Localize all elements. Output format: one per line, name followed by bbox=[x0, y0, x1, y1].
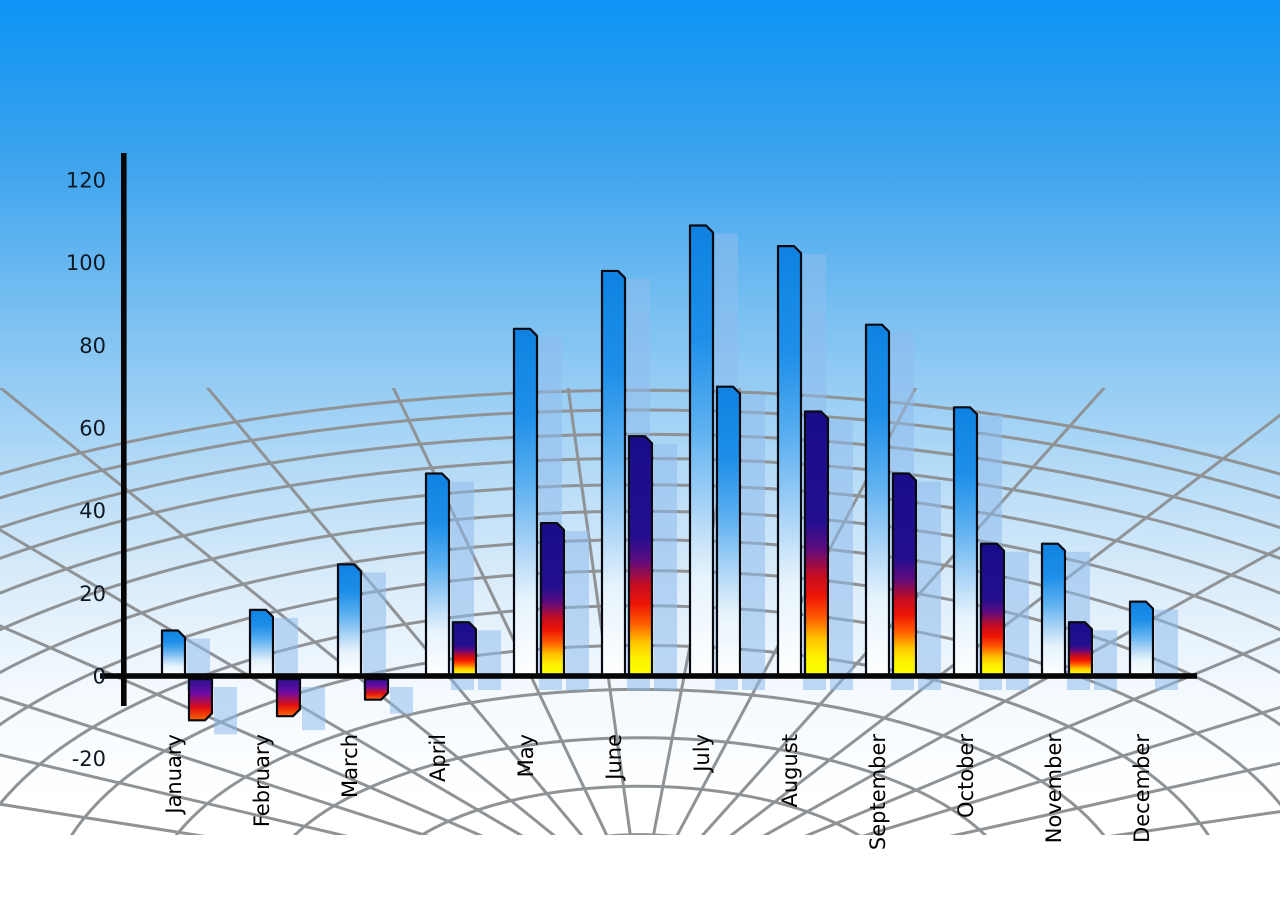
bar-september-series1 bbox=[864, 323, 891, 678]
grid-spoke bbox=[768, 783, 1280, 895]
bar-february-series2 bbox=[275, 677, 302, 718]
x-axis-label-june: June bbox=[602, 734, 626, 782]
grid-spoke bbox=[762, 546, 1280, 835]
bar-august-series1 bbox=[776, 245, 803, 678]
x-axis-label-april: April bbox=[426, 734, 450, 782]
x-axis-label-december: December bbox=[1130, 734, 1154, 843]
y-tick-label: 20 bbox=[79, 582, 106, 606]
y-tick-label: 40 bbox=[79, 499, 106, 523]
bar-august-series2 bbox=[803, 410, 830, 678]
bar-july-series2 bbox=[715, 385, 742, 678]
y-tick-label: 120 bbox=[66, 169, 106, 193]
grid-spoke bbox=[0, 868, 510, 902]
bar-shadow bbox=[1155, 609, 1178, 690]
grid-curve bbox=[292, 736, 988, 835]
grid-spoke bbox=[0, 528, 524, 835]
x-axis-label-september: September bbox=[866, 734, 890, 850]
bar-shadow bbox=[654, 444, 677, 690]
grid-spoke bbox=[861, 705, 1280, 835]
bar-october-series1 bbox=[952, 406, 979, 678]
y-axis-line bbox=[121, 153, 127, 706]
grid-spoke bbox=[566, 388, 632, 835]
y-tick-label: 100 bbox=[66, 251, 106, 275]
grid-curve bbox=[174, 687, 1106, 835]
bar-march-series2 bbox=[363, 677, 390, 701]
y-tick-label: 80 bbox=[79, 334, 106, 358]
bar-shadow bbox=[830, 419, 853, 690]
bar-april-series1 bbox=[424, 472, 451, 678]
bar-june-series1 bbox=[600, 269, 627, 678]
bar-january-series1 bbox=[160, 629, 187, 678]
x-axis-label-february: February bbox=[250, 734, 274, 827]
grid-curve bbox=[418, 784, 862, 835]
bar-july-series1 bbox=[688, 224, 715, 678]
x-axis-label-october: October bbox=[954, 734, 978, 818]
bar-may-series2 bbox=[539, 521, 566, 678]
grid-spoke bbox=[949, 761, 1280, 835]
grid-spoke bbox=[804, 637, 1280, 835]
bar-november-series1 bbox=[1040, 542, 1067, 678]
y-tick-label: 60 bbox=[79, 417, 106, 441]
bar-shadow bbox=[1006, 551, 1029, 690]
bar-october-series2 bbox=[979, 542, 1006, 678]
y-axis-labels: 120 100 80 60 40 20 0 -20 bbox=[66, 169, 106, 772]
grid-spoke bbox=[0, 624, 484, 835]
grid-spoke bbox=[0, 753, 348, 835]
bar-shadow bbox=[742, 394, 765, 690]
bar-shadow bbox=[363, 572, 386, 690]
bar-december-series1 bbox=[1128, 600, 1155, 678]
bar-shadow bbox=[214, 687, 237, 735]
bar-shadow bbox=[478, 630, 501, 690]
x-axis-label-march: March bbox=[338, 734, 362, 798]
bar-february-series1 bbox=[248, 608, 275, 678]
bar-march-series1 bbox=[336, 563, 363, 678]
grid-spoke bbox=[1109, 810, 1280, 835]
x-axis-label-july: July bbox=[690, 734, 714, 774]
bar-shadow bbox=[566, 531, 589, 690]
grid-spoke bbox=[0, 695, 430, 835]
x-axis-line bbox=[100, 673, 1197, 679]
bar-shadow bbox=[1094, 630, 1117, 690]
grid-spoke bbox=[205, 388, 584, 835]
bars bbox=[160, 224, 1155, 722]
x-axis-label-august: August bbox=[778, 734, 802, 808]
bar-april-series2 bbox=[451, 621, 478, 678]
grid-spoke bbox=[0, 388, 556, 835]
bar-shadow bbox=[302, 687, 325, 731]
x-axis-labels: January February March April May June July Augu… bbox=[162, 734, 1154, 850]
bar-september-series2 bbox=[891, 472, 918, 678]
bar-january-series2 bbox=[187, 677, 214, 722]
y-tick-label: 0 bbox=[93, 665, 106, 689]
grid-curve bbox=[603, 833, 677, 835]
bar-november-series2 bbox=[1067, 621, 1094, 678]
bar-june-series2 bbox=[627, 435, 654, 678]
x-axis-label-november: November bbox=[1042, 734, 1066, 844]
bar-shadow bbox=[275, 617, 298, 690]
bar-shadow bbox=[918, 481, 941, 690]
y-tick-label: -20 bbox=[72, 747, 106, 771]
bar-shadow bbox=[390, 687, 413, 714]
x-axis-label-may: May bbox=[514, 734, 538, 777]
bar-may-series1 bbox=[512, 327, 539, 678]
x-axis-label-january: January bbox=[162, 734, 186, 816]
